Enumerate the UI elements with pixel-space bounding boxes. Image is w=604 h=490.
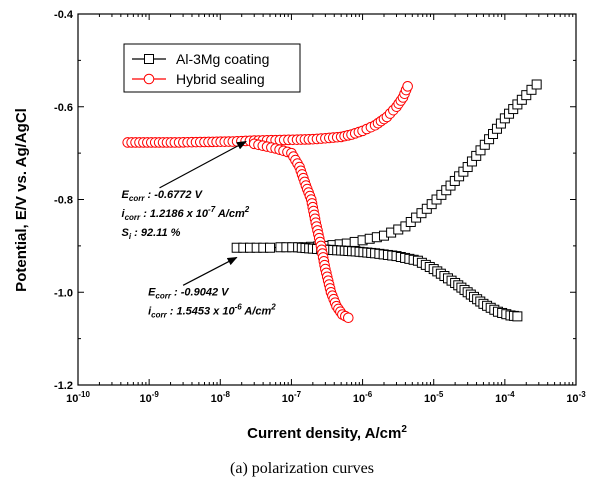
y-tick-label: -0.6 <box>54 102 73 114</box>
legend-label-hybrid: Hybrid sealing <box>176 71 265 87</box>
data-point <box>402 81 413 92</box>
y-tick-label: -1.2 <box>54 380 73 392</box>
annotation-line: Si : 92.11 % <box>122 227 181 241</box>
annotation-line: icorr : 1.2186 x 10-7 A/cm2 <box>122 205 250 222</box>
y-tick-label: -1.0 <box>54 287 73 299</box>
x-tick-label: 10-6 <box>353 390 373 405</box>
series-hybrid-sealing <box>122 81 413 324</box>
x-tick-label: 10-10 <box>66 390 90 405</box>
data-point <box>512 311 523 322</box>
figure-caption: (a) polarization curves <box>230 460 374 477</box>
x-axis-label-main: Current density, A/cm <box>247 425 401 442</box>
legend-label-al3mg: Al-3Mg coating <box>176 51 269 67</box>
annotation-arrow <box>182 256 238 286</box>
x-tick-label: 10-9 <box>139 390 159 405</box>
data-point <box>531 79 542 90</box>
annotation-arrow <box>159 141 247 189</box>
legend-marker-al3mg <box>144 54 154 64</box>
x-axis-label: Current density, A/cm2 <box>247 424 407 442</box>
annotation-2: Ecorr : -0.9042 V icorr : 1.5453 x 10-6 A… <box>148 256 276 319</box>
legend: Al-3Mg coating Hybrid sealing <box>123 43 301 93</box>
x-tick-label: 10-4 <box>495 390 515 405</box>
series-al-3mg-coating <box>231 79 542 322</box>
y-tick-label: -0.4 <box>54 9 74 21</box>
annotation-1: Ecorr : -0.6772 V icorr : 1.2186 x 10-7 A… <box>122 141 250 241</box>
data-point <box>342 312 354 324</box>
data-point <box>521 90 532 101</box>
legend-box <box>123 43 301 93</box>
legend-marker-hybrid <box>143 73 155 85</box>
axis-ticks: 10-10 10-9 10-8 10-7 10-6 10-5 10-4 10-3 -1.2 -1.… <box>54 9 586 405</box>
annotation-line: Ecorr : -0.6772 V <box>122 189 204 203</box>
x-tick-label: 10-5 <box>424 390 444 405</box>
annotation-layer: Ecorr : -0.6772 V icorr : 1.2186 x 10-7 A… <box>122 141 276 319</box>
annotation-line: Ecorr : -0.9042 V <box>148 286 230 300</box>
data-point <box>265 242 276 253</box>
x-tick-label: 10-7 <box>282 390 302 405</box>
x-tick-label: 10-3 <box>566 390 586 405</box>
y-axis-label: Potential, E/V vs. Ag/AgCl <box>13 108 30 292</box>
annotation-line: icorr : 1.5453 x 10-6 A/cm2 <box>148 302 276 319</box>
x-tick-label: 10-8 <box>211 390 231 405</box>
series-layer <box>122 79 542 324</box>
data-point <box>526 84 537 95</box>
x-axis-label-exponent: 2 <box>401 424 407 435</box>
y-tick-label: -0.8 <box>54 195 73 207</box>
series-line <box>236 84 538 249</box>
